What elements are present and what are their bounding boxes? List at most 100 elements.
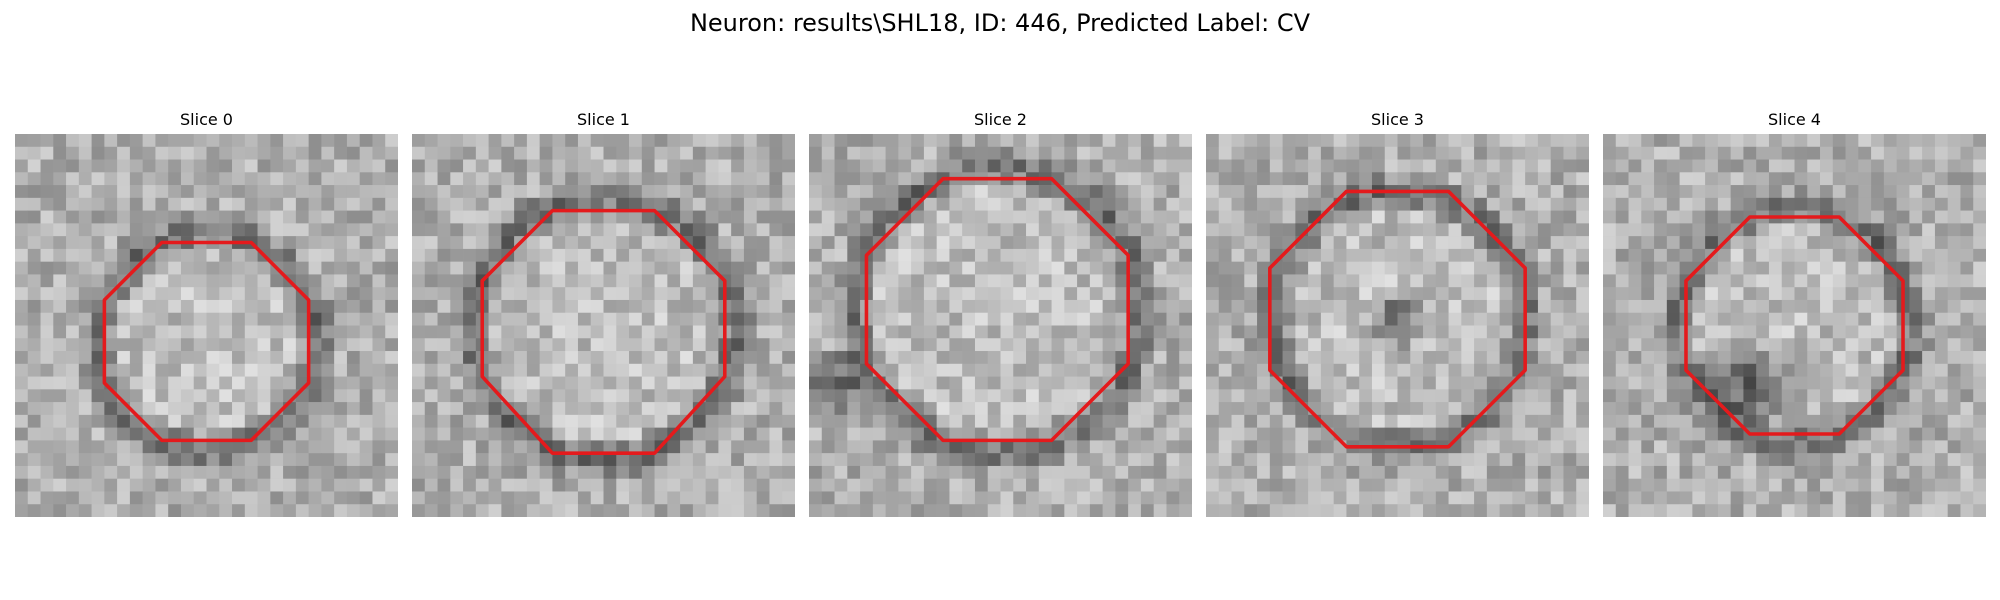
- pixel-cell: [283, 427, 297, 441]
- pixel-cell: [1603, 325, 1617, 339]
- pixel-cell: [1051, 453, 1065, 467]
- pixel-cell: [949, 376, 963, 390]
- pixel-cell: [1537, 414, 1551, 428]
- pixel-cell: [847, 159, 861, 173]
- pixel-cell: [1089, 248, 1103, 262]
- pixel-cell: [1512, 210, 1526, 224]
- pixel-cell: [1244, 146, 1258, 160]
- pixel-cell: [321, 338, 335, 352]
- pixel-cell: [680, 504, 694, 517]
- pixel-cell: [552, 248, 566, 262]
- pixel-cell: [155, 478, 169, 492]
- pixel-cell: [539, 299, 553, 313]
- pixel-cell: [731, 236, 745, 250]
- pixel-cell: [974, 504, 988, 517]
- pixel-cell: [501, 261, 515, 275]
- pixel-cell: [180, 504, 194, 517]
- pixel-cell: [1179, 351, 1192, 365]
- pixel-cell: [424, 185, 438, 199]
- pixel-cell: [1102, 172, 1116, 186]
- pixel-cell: [1423, 287, 1437, 301]
- pixel-cell: [1244, 363, 1258, 377]
- pixel-cell: [450, 440, 464, 454]
- pixel-cell: [1257, 440, 1271, 454]
- pixel-cell: [1346, 338, 1360, 352]
- pixel-cell: [1206, 478, 1220, 492]
- pixel-cell: [1384, 197, 1398, 211]
- pixel-cell: [834, 274, 848, 288]
- pixel-cell: [219, 274, 233, 288]
- pixel-cell: [53, 351, 67, 365]
- pixel-cell: [1641, 491, 1655, 505]
- pixel-cell: [1308, 197, 1322, 211]
- pixel-cell: [1153, 197, 1167, 211]
- pixel-cell: [1308, 325, 1322, 339]
- pixel-cell: [692, 261, 706, 275]
- pixel-cell: [1115, 134, 1129, 148]
- pixel-cell: [1064, 363, 1078, 377]
- pixel-cell: [1730, 427, 1744, 441]
- pixel-cell: [1576, 440, 1589, 454]
- pixel-cell: [1486, 287, 1500, 301]
- pixel-cell: [1858, 197, 1872, 211]
- pixel-cell: [1206, 440, 1220, 454]
- pixel-cell: [1603, 478, 1617, 492]
- pixel-cell: [756, 146, 770, 160]
- pixel-cell: [1628, 427, 1642, 441]
- pixel-cell: [155, 465, 169, 479]
- pixel-cell: [78, 478, 92, 492]
- pixel-cell: [270, 274, 284, 288]
- pixel-cell: [1371, 248, 1385, 262]
- pixel-cell: [193, 185, 207, 199]
- pixel-cell: [1909, 478, 1923, 492]
- pixel-cell: [1397, 427, 1411, 441]
- pixel-cell: [359, 274, 373, 288]
- pixel-cell: [501, 478, 515, 492]
- pixel-cell: [1384, 453, 1398, 467]
- pixel-cell: [629, 363, 643, 377]
- pixel-cell: [1218, 185, 1232, 199]
- pixel-cell: [66, 402, 80, 416]
- pixel-cell: [1423, 427, 1437, 441]
- pixel-cell: [334, 197, 348, 211]
- pixel-cell: [475, 465, 489, 479]
- pixel-cell: [1384, 338, 1398, 352]
- pixel-cell: [821, 248, 835, 262]
- pixel-cell: [142, 287, 156, 301]
- pixel-cell: [129, 236, 143, 250]
- pixel-cell: [552, 440, 566, 454]
- pixel-cell: [437, 414, 451, 428]
- pixel-cell: [1448, 453, 1462, 467]
- pixel-cell: [437, 325, 451, 339]
- pixel-cell: [1051, 287, 1065, 301]
- pixel-cell: [1666, 159, 1680, 173]
- pixel-cell: [232, 248, 246, 262]
- pixel-cell: [936, 248, 950, 262]
- pixel-cell: [1282, 223, 1296, 237]
- pixel-cell: [1666, 414, 1680, 428]
- pixel-cell: [1308, 287, 1322, 301]
- pixel-cell: [1013, 146, 1027, 160]
- pixel-cell: [526, 338, 540, 352]
- pixel-cell: [1320, 440, 1334, 454]
- pixel-cell: [346, 223, 360, 237]
- pixel-cell: [1218, 236, 1232, 250]
- pixel-cell: [1257, 172, 1271, 186]
- pixel-cell: [526, 478, 540, 492]
- pixel-cell: [129, 223, 143, 237]
- pixel-cell: [1333, 504, 1347, 517]
- pixel-cell: [142, 274, 156, 288]
- pixel-cell: [117, 325, 131, 339]
- pixel-cell: [552, 389, 566, 403]
- pixel-cell: [680, 172, 694, 186]
- pixel-cell: [1537, 185, 1551, 199]
- pixel-cell: [1166, 427, 1180, 441]
- pixel-cell: [1820, 312, 1834, 326]
- pixel-cell: [1423, 414, 1437, 428]
- slice-image: [1603, 134, 1986, 517]
- pixel-cell: [1038, 134, 1052, 148]
- pixel-cell: [270, 172, 284, 186]
- pixel-cell: [898, 414, 912, 428]
- pixel-cell: [898, 274, 912, 288]
- pixel-cell: [412, 223, 426, 237]
